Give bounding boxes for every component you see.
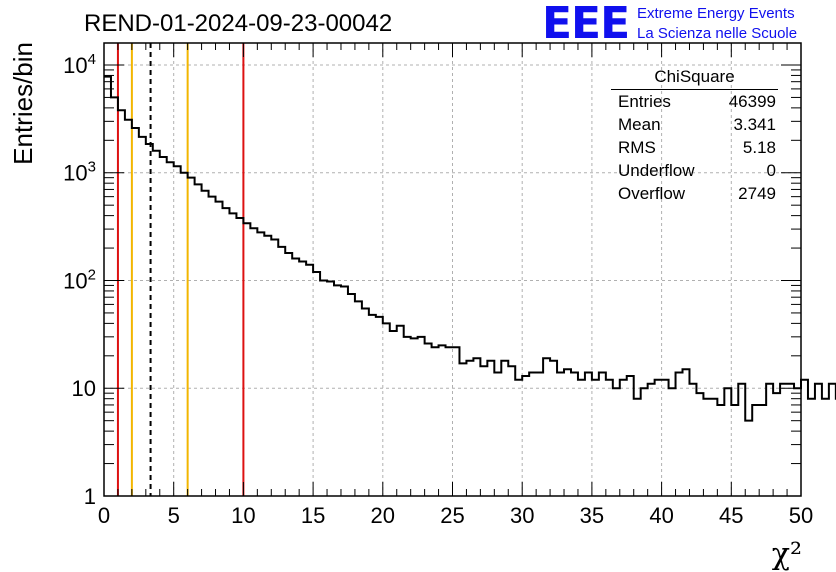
x-tick-label: 35 <box>580 503 604 528</box>
x-axis-ticks: 0 5 10 15 20 25 30 35 40 45 50 <box>98 43 813 528</box>
stats-title: ChiSquare <box>654 67 735 86</box>
y-tick-label: 10 <box>72 376 96 401</box>
run-title: REND-01-2024-09-23-00042 <box>84 10 393 37</box>
x-tick-label: 50 <box>789 503 813 528</box>
stats-value: 3.341 <box>733 115 776 134</box>
eee-logo: EEE <box>542 0 630 49</box>
y-tick-label: 102 <box>63 266 96 293</box>
stats-row-rms: RMS 5.18 <box>618 138 776 158</box>
stats-label: Mean <box>618 115 661 134</box>
logo-line-2: La Scienza nelle Scuole <box>637 25 798 42</box>
stats-row-entries: Entries 46399 <box>618 92 776 112</box>
stats-label: Underflow <box>618 161 695 180</box>
stats-value: 46399 <box>728 92 776 111</box>
stats-row-mean: Mean 3.341 <box>618 115 776 135</box>
logo-line-1: Extreme Energy Events <box>637 5 795 22</box>
stats-label: Overflow <box>618 184 686 203</box>
y-tick-label: 103 <box>63 159 96 186</box>
stats-box: ChiSquare Entries 46399 Mean 3.341 RMS 5… <box>611 67 778 203</box>
x-tick-label: 45 <box>719 503 743 528</box>
stats-value: 2749 <box>738 184 776 203</box>
histogram-series <box>104 75 836 422</box>
stats-divider <box>611 89 778 90</box>
y-axis-label: Entries/bin <box>8 42 38 165</box>
y-tick-label: 104 <box>63 51 96 78</box>
stats-label: Entries <box>618 92 671 111</box>
grid-lines <box>104 43 801 496</box>
stats-value: 5.18 <box>742 138 776 157</box>
x-tick-label: 10 <box>231 503 255 528</box>
stats-row-overflow: Overflow 2749 <box>618 184 776 204</box>
x-axis-label: χ² <box>772 537 802 572</box>
x-tick-label: 30 <box>510 503 534 528</box>
y-axis-ticks: 1 10 102 103 104 <box>63 51 801 509</box>
x-tick-label: 0 <box>98 503 110 528</box>
x-tick-label: 15 <box>301 503 325 528</box>
reference-lines <box>116 43 245 496</box>
stats-value: 0 <box>766 161 776 180</box>
y-tick-label: 1 <box>84 484 96 509</box>
x-tick-label: 40 <box>649 503 673 528</box>
x-tick-label: 20 <box>371 503 395 528</box>
x-tick-label: 5 <box>168 503 180 528</box>
x-tick-label: 25 <box>440 503 464 528</box>
stats-label: RMS <box>618 138 656 157</box>
stats-row-underflow: Underflow 0 <box>618 161 776 181</box>
